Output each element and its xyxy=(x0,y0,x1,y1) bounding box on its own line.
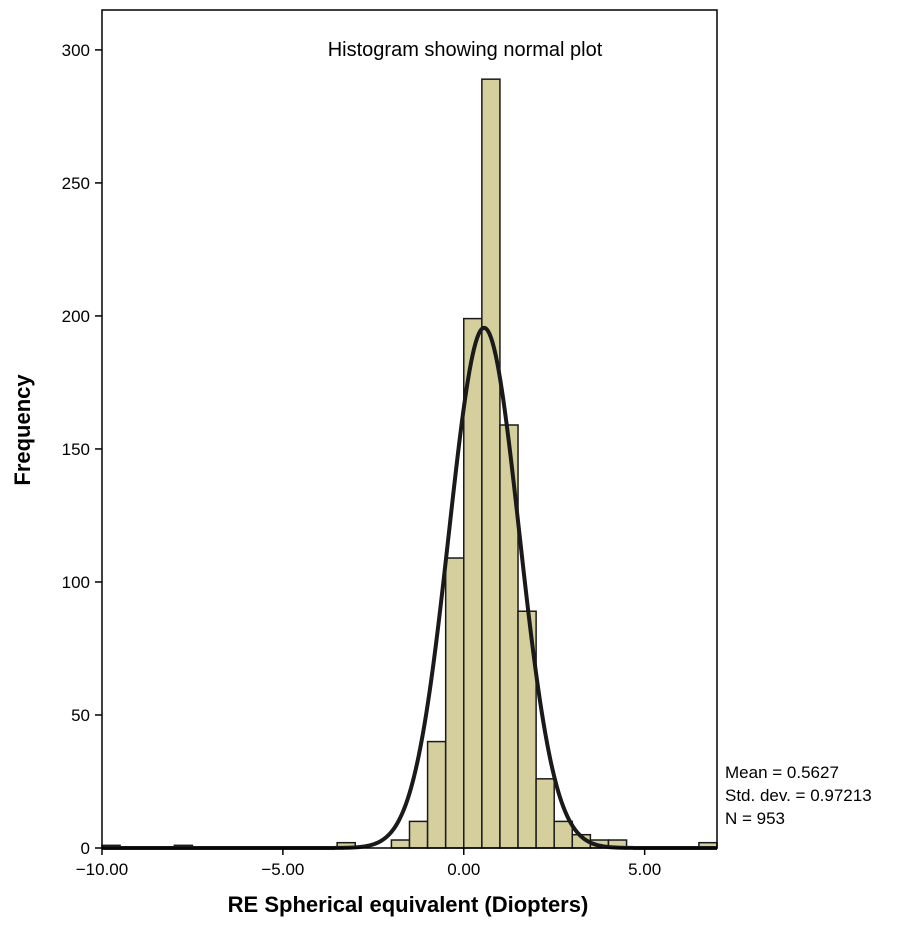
histogram-bar xyxy=(426,740,447,849)
y-tick-label: 100 xyxy=(62,573,90,592)
histogram-bar xyxy=(390,839,411,849)
plot-frame xyxy=(101,9,718,849)
y-tick-label: 50 xyxy=(71,706,90,725)
y-axis-title: Frequency xyxy=(10,374,35,486)
y-tick-label: 200 xyxy=(62,307,90,326)
histogram-bar xyxy=(535,778,555,849)
y-tick-label: 150 xyxy=(62,440,90,459)
x-tick-label: 5.00 xyxy=(628,860,661,879)
normal-curve xyxy=(102,325,717,850)
chart-title: Histogram showing normal plot xyxy=(328,39,603,61)
y-tick-label: 250 xyxy=(62,174,90,193)
y-tick-label: 300 xyxy=(62,41,90,60)
stat-std-dev: Std. dev. = 0.97213 xyxy=(725,786,872,805)
y-tick-label: 0 xyxy=(81,839,90,858)
x-axis: −10.00 −5.00 0.00 5.00 xyxy=(76,848,661,879)
histogram-bar xyxy=(444,557,465,849)
y-axis: 0 50 100 150 200 250 300 xyxy=(62,41,102,858)
summary-statistics: Mean = 0.5627 Std. dev. = 0.97213 N = 95… xyxy=(725,763,872,828)
x-tick-label: 0.00 xyxy=(447,860,480,879)
histogram-bar xyxy=(408,820,429,849)
histogram-bar xyxy=(481,78,501,849)
stat-n: N = 953 xyxy=(725,809,785,828)
x-tick-label: −10.00 xyxy=(76,860,128,879)
histogram-bars xyxy=(101,78,718,849)
stat-mean: Mean = 0.5627 xyxy=(725,763,839,782)
histogram-bar xyxy=(553,820,574,849)
x-tick-label: −5.00 xyxy=(261,860,304,879)
x-axis-title: RE Spherical equivalent (Diopters) xyxy=(228,892,589,917)
